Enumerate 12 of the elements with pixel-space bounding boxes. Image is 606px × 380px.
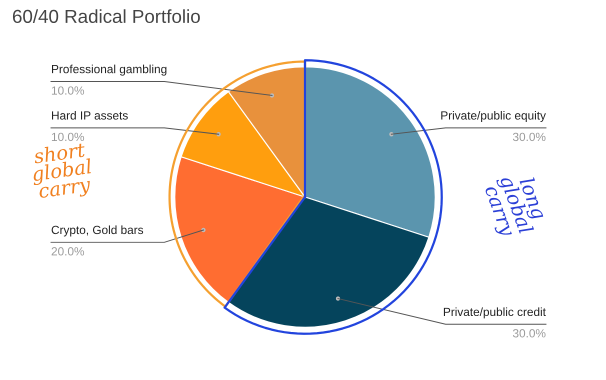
slice-label: Crypto, Gold bars (52, 225, 144, 236)
slice-label: Private/public credit (444, 307, 546, 318)
chart-title: 60/40 Radical Portfolio (12, 9, 200, 24)
text: short global carry (31, 142, 93, 202)
data-label: 30.0% (512, 329, 546, 338)
data-label: 10.0% (52, 86, 84, 95)
slice-label: Private/public equity (441, 110, 546, 122)
slice-label: Professional gambling (52, 64, 166, 76)
slice-label: Hard IP assets (52, 110, 128, 120)
data-label: 30.0% (512, 132, 546, 142)
data-label: 20.0% (52, 247, 84, 256)
data-label: 10.0% (52, 132, 84, 142)
